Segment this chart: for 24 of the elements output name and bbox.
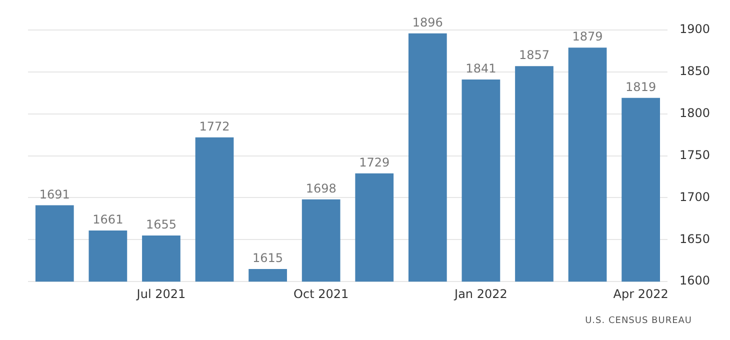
data-label: 1655 bbox=[146, 218, 176, 232]
y-tick-label: 1600 bbox=[679, 274, 710, 288]
x-tick-label: Jan 2022 bbox=[454, 286, 508, 301]
data-label: 1841 bbox=[466, 62, 496, 76]
y-tick-label: 1750 bbox=[679, 148, 710, 162]
data-label: 1879 bbox=[572, 30, 603, 44]
data-label: 1857 bbox=[518, 48, 550, 62]
y-tick-label: 1650 bbox=[679, 232, 710, 246]
data-label: 1819 bbox=[626, 80, 656, 94]
text: U.S. CENSUS BUREAU bbox=[584, 316, 693, 326]
y-tick-label: 1800 bbox=[679, 106, 710, 120]
data-label: 1661 bbox=[92, 212, 124, 227]
x-tick-label: Jul 2021 bbox=[136, 286, 186, 301]
data-label: 1615 bbox=[252, 251, 284, 266]
y-tick-label: 1850 bbox=[679, 64, 710, 78]
x-tick-label: Apr 2022 bbox=[613, 286, 668, 301]
data-label: 1691 bbox=[39, 187, 70, 202]
data-label: 1698 bbox=[306, 182, 336, 196]
data-label: 1896 bbox=[412, 15, 443, 30]
data-label: 1772 bbox=[199, 119, 230, 134]
y-tick-label: 1700 bbox=[679, 190, 710, 204]
x-tick-label: Oct 2021 bbox=[294, 286, 349, 301]
data-label: 1729 bbox=[359, 156, 390, 170]
y-tick-label: 1900 bbox=[679, 22, 710, 36]
